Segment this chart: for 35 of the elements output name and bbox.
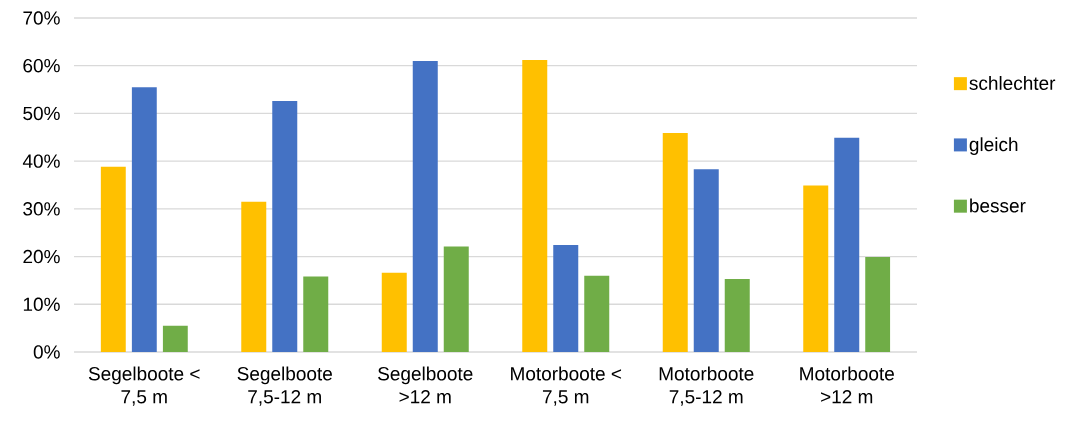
legend-label: gleich (969, 137, 1018, 155)
y-tick-label: 60% (23, 58, 60, 73)
x-tick-label: Motorboote < 7,5 m (511, 366, 622, 406)
bar (724, 278, 750, 352)
x-tick-label: Motorboote 7,5-12 m (659, 366, 754, 406)
x-tick-label: Segelboote 7,5-12 m (237, 366, 332, 406)
bar (162, 325, 188, 352)
x-tick-label: Segelboote >12 m (378, 366, 473, 404)
bar (662, 132, 688, 352)
bar (865, 257, 891, 352)
y-tick-label: 10% (23, 297, 60, 311)
bar (522, 59, 548, 352)
bar (272, 101, 298, 352)
bar (381, 272, 407, 352)
bar (834, 137, 860, 352)
y-tick-label: 20% (23, 249, 60, 264)
bar (693, 169, 719, 352)
bar (241, 201, 267, 352)
bar (553, 245, 579, 352)
y-tick-label: 70% (23, 11, 60, 25)
bar (443, 246, 469, 352)
x-tick-label: Segelboote < 7,5 m (88, 366, 200, 406)
y-tick-label: 0% (33, 345, 60, 359)
bar (584, 275, 610, 352)
legend-label: schlechter (969, 76, 1056, 90)
bar (100, 166, 126, 352)
y-tick-label: 40% (22, 154, 60, 168)
y-tick-label: 30% (23, 202, 60, 216)
bar (131, 87, 157, 352)
bar (412, 60, 438, 352)
bar (803, 185, 829, 352)
bar (303, 276, 329, 352)
y-tick-label: 50% (23, 106, 60, 121)
legend-label: besser (970, 198, 1026, 213)
x-tick-label: Motorboote >12 m (800, 366, 894, 404)
